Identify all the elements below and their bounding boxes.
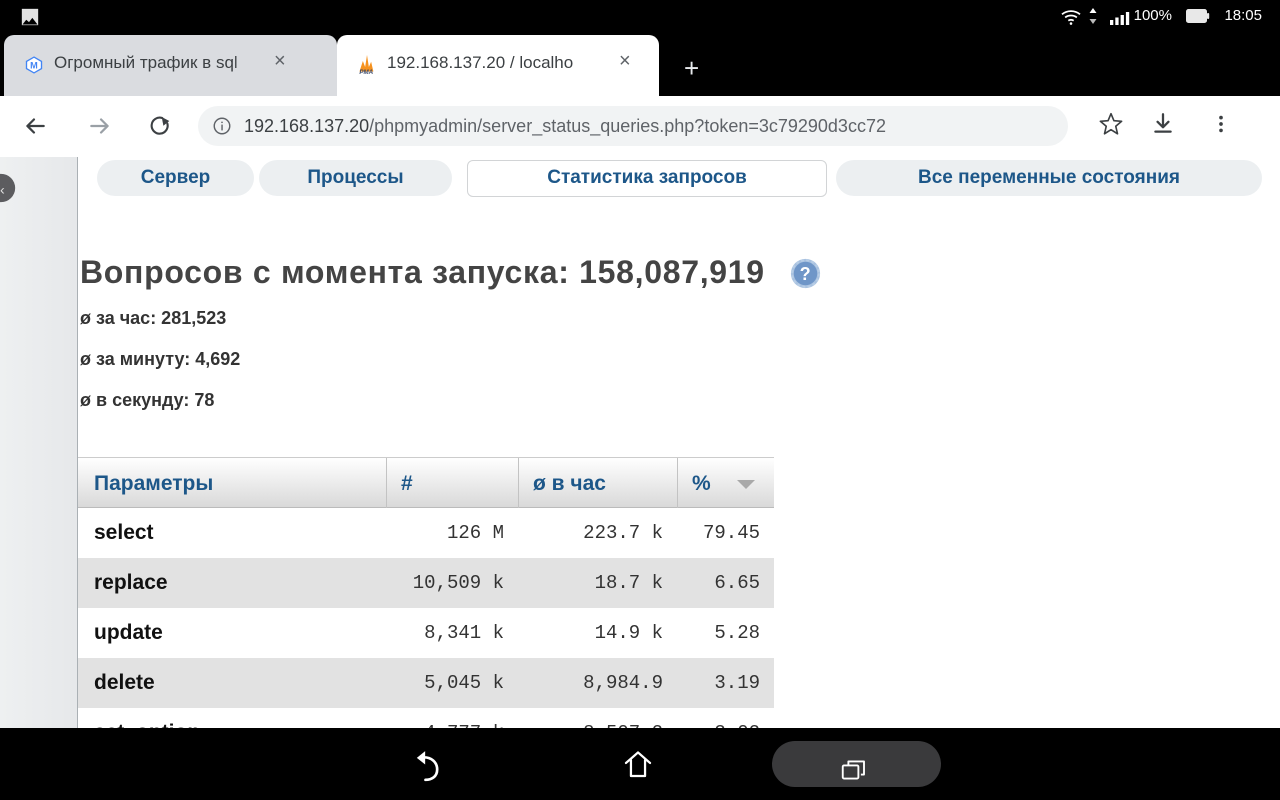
svg-text:M: M bbox=[30, 60, 38, 70]
svg-text:PMA: PMA bbox=[359, 69, 373, 76]
svg-text:‹: ‹ bbox=[0, 182, 5, 198]
svg-text:?: ? bbox=[800, 264, 812, 284]
